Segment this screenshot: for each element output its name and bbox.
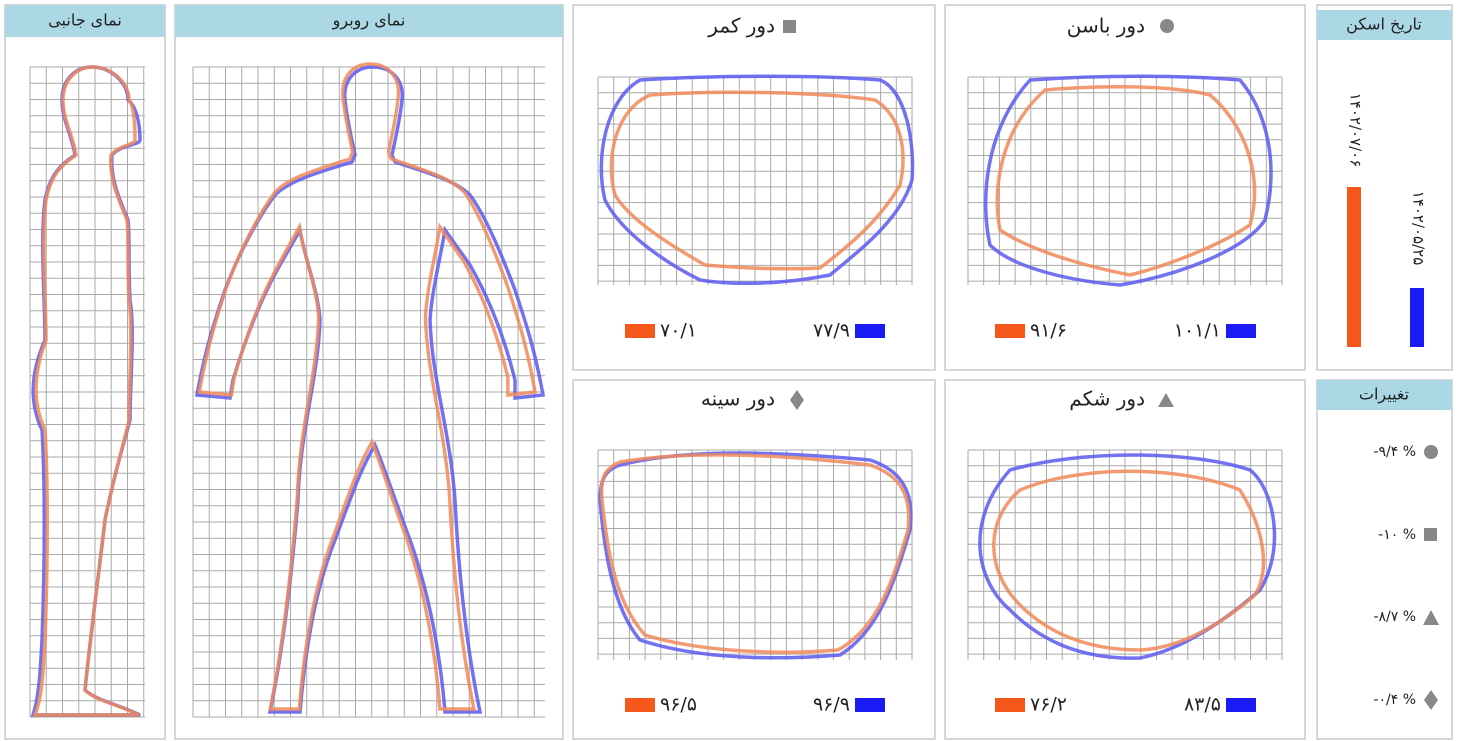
circle-icon (1160, 19, 1174, 33)
square-icon (783, 20, 796, 33)
current-value: ۹۱/۶ (1030, 320, 1067, 342)
chest-title: دور سینه (701, 387, 775, 411)
current-value: ۹۶/۵ (660, 694, 697, 716)
change-hip: -۹/۴ % (1373, 444, 1416, 460)
previous-value: ۸۳/۵ (1184, 694, 1221, 716)
changes-panel (1317, 380, 1452, 739)
current-swatch (995, 698, 1025, 712)
current-scan-date: ۱۴۰۲/۰۷/۰۶ (1347, 93, 1365, 168)
square-icon (1424, 528, 1437, 541)
scan-date-panel (1317, 5, 1452, 370)
previous-value: ۹۶/۹ (813, 694, 850, 716)
changes-title: تغییرات (1359, 385, 1409, 405)
previous-value: ۱۰۱/۱ (1174, 320, 1221, 342)
current-value: ۷۰/۱ (660, 320, 697, 342)
change-waist: -۱۰ % (1378, 527, 1416, 543)
change-chest: -۰/۴ % (1373, 692, 1416, 708)
current-swatch (625, 324, 655, 338)
current-swatch (995, 324, 1025, 338)
body-scan-page: نمای جانبی نمای روبرو تاریخ اسکن تغییرات… (0, 0, 1472, 741)
side-view-panel (5, 5, 165, 739)
previous-swatch (855, 324, 885, 338)
side-view-title: نمای جانبی (48, 11, 122, 30)
current-swatch (625, 698, 655, 712)
current-scan-bar (1347, 187, 1361, 347)
previous-swatch (855, 698, 885, 712)
front-view-panel (175, 5, 563, 739)
circle-icon (1424, 445, 1438, 459)
waist-title: دور کمر (707, 14, 775, 38)
previous-swatch (1226, 324, 1256, 338)
scan-date-title: تاریخ اسکن (1346, 15, 1422, 35)
front-view-title: نمای روبرو (332, 11, 406, 31)
hip-title: دور باسن (1067, 14, 1145, 38)
current-value: ۷۶/۲ (1030, 694, 1067, 716)
previous-swatch (1226, 698, 1256, 712)
change-abdomen: -۸/۷ % (1373, 609, 1416, 625)
abdomen-title: دور شکم (1069, 387, 1145, 411)
previous-scan-bar (1410, 288, 1424, 347)
previous-scan-date: ۱۴۰۲/۰۵/۲۵ (1410, 191, 1428, 266)
previous-value: ۷۷/۹ (813, 320, 850, 342)
